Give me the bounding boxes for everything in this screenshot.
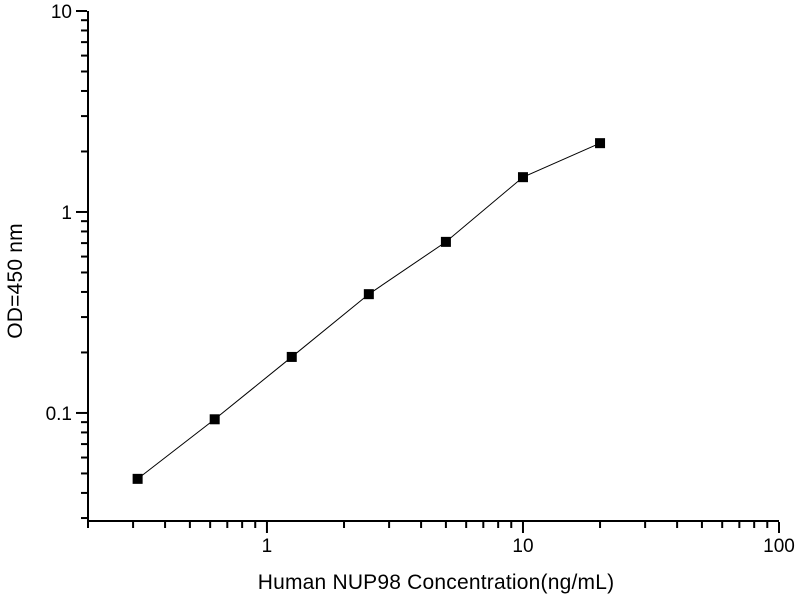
data-point-marker xyxy=(363,289,374,300)
y-tick-label: 10 xyxy=(51,2,72,23)
x-axis-title: Human NUP98 Concentration(ng/mL) xyxy=(257,571,615,594)
data-point-marker xyxy=(286,351,297,362)
x-tick-label: 1 xyxy=(262,536,273,557)
x-tick-label: 10 xyxy=(512,536,533,557)
y-tick-label: 0.1 xyxy=(46,404,72,425)
data-point-marker xyxy=(209,414,220,425)
x-tick-label: 100 xyxy=(763,536,795,557)
y-axis-title: OD=450 nm xyxy=(4,223,27,339)
data-point-marker xyxy=(440,236,451,247)
data-point-marker xyxy=(595,138,606,149)
y-tick-label: 1 xyxy=(61,203,72,224)
data-point-marker xyxy=(517,172,528,183)
data-point-marker xyxy=(132,473,143,484)
series-line xyxy=(137,142,601,480)
